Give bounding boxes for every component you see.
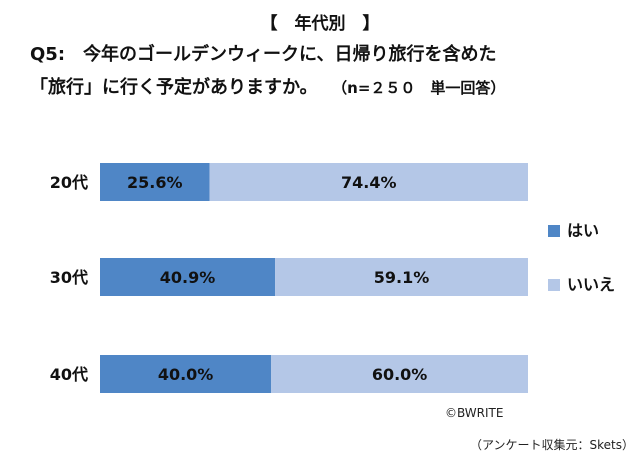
data-label: 40.9% <box>160 268 216 287</box>
category-label: 30代 <box>50 268 88 287</box>
bar-no-3 <box>271 355 528 393</box>
category-label: 20代 <box>50 173 88 192</box>
bar-yes-2 <box>100 258 276 296</box>
category-label: 40代 <box>50 365 88 384</box>
legend-label: はい <box>567 221 599 240</box>
data-label: 74.4% <box>341 173 397 192</box>
data-label: 60.0% <box>372 365 428 384</box>
question-line-1: Q5: 今年のゴールデンウィークに、日帰り旅行を含めた <box>30 44 497 65</box>
legend-swatch <box>548 225 560 237</box>
chart-heading: 【 年代別 】 <box>260 14 380 34</box>
legend-label: いいえ <box>567 275 615 294</box>
bar-yes-1 <box>100 163 210 201</box>
data-label: 25.6% <box>127 173 183 192</box>
sample-note: （n=２５０ 単一回答） <box>339 79 506 97</box>
legend-swatch <box>548 279 560 291</box>
question-line-2: 「旅行」に行く予定がありますか。 （n=２５０ 単一回答） <box>30 73 640 99</box>
data-label: 40.0% <box>158 365 214 384</box>
bar-no-2 <box>275 258 528 296</box>
bar-yes-3 <box>100 355 272 393</box>
question-text: 「旅行」に行く予定がありますか。 <box>30 77 318 98</box>
bar-no-1 <box>209 163 528 201</box>
data-label: 59.1% <box>374 268 430 287</box>
source-text: （アンケート収集元：Skets） <box>470 438 634 452</box>
copyright-text: ©BWRITE <box>445 406 504 420</box>
